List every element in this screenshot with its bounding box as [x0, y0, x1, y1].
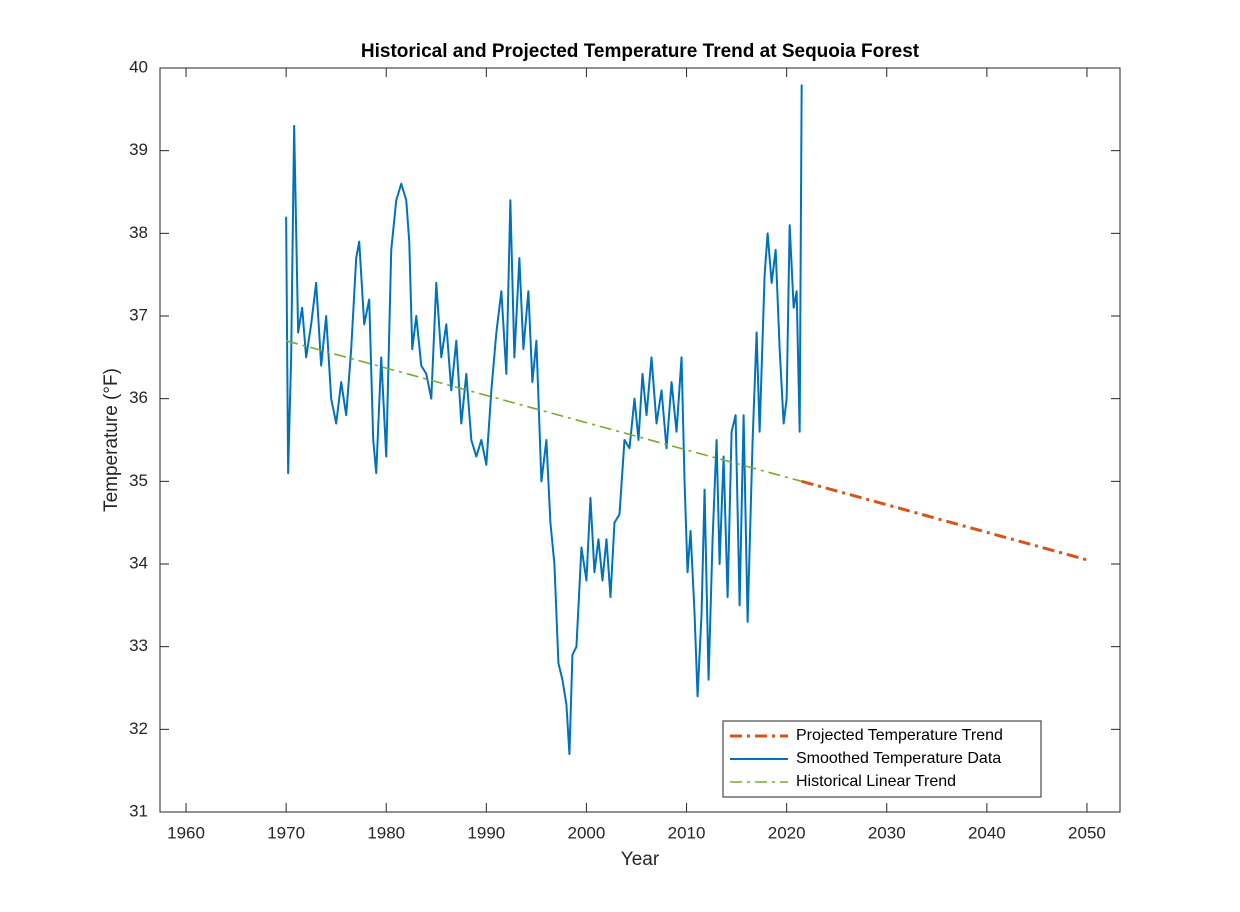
- legend-label: Historical Linear Trend: [796, 773, 956, 790]
- x-tick-label: 2030: [868, 823, 906, 842]
- x-tick-label: 2040: [968, 823, 1006, 842]
- y-tick-label: 35: [129, 471, 148, 490]
- x-tick-label: 2020: [768, 823, 806, 842]
- x-tick-label: 2010: [668, 823, 706, 842]
- x-tick-label: 2050: [1068, 823, 1106, 842]
- chart-title: Historical and Projected Temperature Tre…: [361, 41, 920, 62]
- x-axis-label: Year: [621, 849, 660, 870]
- legend-label: Projected Temperature Trend: [796, 727, 1003, 744]
- series-line: [285, 84, 803, 756]
- x-tick-label: 2000: [568, 823, 606, 842]
- x-tick-label: 1970: [267, 823, 305, 842]
- y-tick-label: 31: [129, 801, 148, 820]
- legend-label: Smoothed Temperature Data: [796, 750, 1001, 767]
- series-line: [285, 340, 802, 483]
- x-tick-label: 1960: [167, 823, 205, 842]
- axes-box: [159, 67, 1121, 813]
- y-axis-label: Temperature (°F): [101, 368, 122, 512]
- y-tick-label: 38: [129, 223, 148, 242]
- y-tick-label: 37: [129, 305, 148, 324]
- y-tick-label: 40: [129, 57, 148, 76]
- x-tick-label: 1990: [467, 823, 505, 842]
- y-tick-label: 33: [129, 636, 148, 655]
- y-tick-label: 34: [129, 553, 148, 572]
- legend: Projected Temperature Trend Smoothed Temp…: [722, 720, 1042, 798]
- x-tick-label: 1980: [367, 823, 405, 842]
- y-tick-label: 32: [129, 719, 148, 738]
- y-tick-label: 36: [129, 388, 148, 407]
- y-tick-label: 39: [129, 140, 148, 159]
